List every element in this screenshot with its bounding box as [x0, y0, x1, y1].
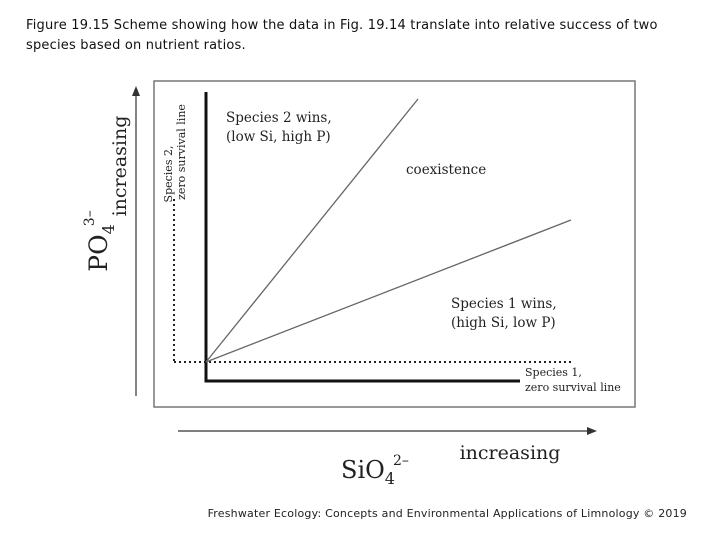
x-axis-nutrient-label: SiO42– — [341, 453, 409, 488]
y-axis-arrowhead — [132, 86, 140, 96]
x-axis-increasing-label: increasing — [460, 442, 561, 464]
upper-consumption-line — [205, 98, 419, 363]
species1-zero-label-name: Species 1, — [525, 366, 582, 379]
figure-caption: Figure 19.15 Scheme showing how the data… — [26, 18, 658, 53]
species2-wins-detail: (low Si, high P) — [226, 129, 331, 145]
species2-wins-title: Species 2 wins, — [226, 110, 332, 126]
y-axis-increasing-label: increasing — [109, 116, 131, 217]
po4-superscript: 3– — [82, 210, 98, 226]
plot-frame — [153, 80, 636, 408]
po4-subscript: 4 — [99, 224, 118, 234]
x-axis-arrowhead — [587, 427, 597, 435]
sio4-subscript: 4 — [385, 469, 395, 488]
coexistence-label: coexistence — [406, 162, 486, 178]
po4-base: PO — [84, 234, 113, 271]
y-axis-nutrient-label: PO43– — [82, 210, 118, 271]
species1-wins-title: Species 1 wins, — [451, 296, 557, 312]
species2-zero-label-name: Species 2, — [162, 146, 175, 203]
footer-credit: Freshwater Ecology: Concepts and Environ… — [207, 507, 687, 520]
species2-zero-label-line: zero survival line — [175, 104, 188, 200]
lower-consumption-line — [205, 219, 572, 363]
species1-wins-detail: (high Si, low P) — [451, 315, 556, 331]
sio4-superscript: 2– — [393, 453, 409, 469]
species1-zero-label-line: zero survival line — [525, 381, 621, 394]
sio4-base: SiO — [341, 456, 385, 484]
